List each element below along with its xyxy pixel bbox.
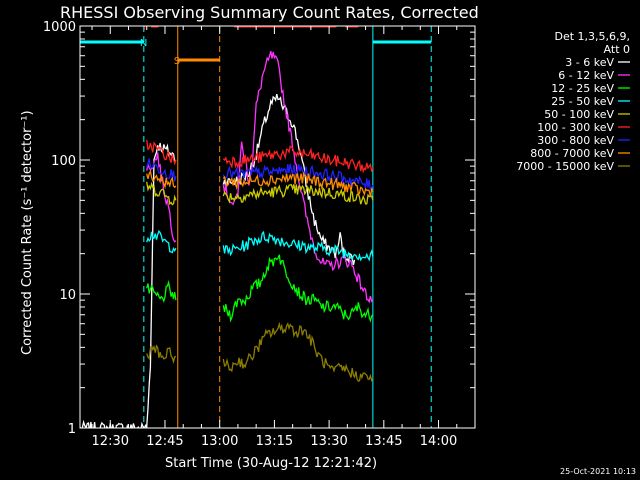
x-tick-label-5: 13:45: [365, 434, 402, 449]
x-tick-label-3: 13:15: [256, 434, 293, 449]
series-line-8-seg-1: [222, 321, 374, 383]
flag-label-2: S: [174, 56, 180, 67]
series-line-7-seg-0: [146, 169, 177, 190]
y-tick-label-3: 1000: [43, 20, 76, 35]
flag-label-0: F: [143, 22, 149, 33]
series-line-3-seg-1: [222, 230, 374, 262]
series-line-5-seg-0: [146, 139, 177, 166]
legend-entry-6: 300 - 800 keV: [537, 134, 614, 147]
plot-frame: [79, 25, 476, 429]
y-tick-label-2: 100: [51, 154, 76, 169]
legend-entry-8: 7000 - 15000 keV: [516, 160, 614, 173]
x-tick-label-1: 12:45: [146, 434, 183, 449]
series-line-2-seg-1: [222, 254, 374, 323]
y-tick-label-1: 10: [59, 288, 76, 303]
series-line-8-seg-0: [146, 344, 176, 365]
y-tick-label-0: 1: [68, 422, 76, 437]
legend-title-0: Det 1,3,5,6,9,: [554, 30, 630, 43]
x-axis-label: Start Time (30-Aug-12 12:21:42): [165, 456, 377, 471]
series-line-6-seg-1: [222, 163, 374, 192]
series-line-4-seg-0: [146, 181, 177, 206]
x-tick-label-0: 12:30: [92, 434, 129, 449]
series-line-6-seg-0: [146, 158, 177, 182]
series-line-0-seg-1: [222, 93, 356, 266]
legend-entry-3: 25 - 50 keV: [551, 95, 614, 108]
series-line-7-seg-1: [222, 171, 374, 198]
legend-entry-1: 6 - 12 keV: [558, 69, 614, 82]
x-tick-label-4: 13:30: [310, 434, 347, 449]
series-line-4-seg-1: [222, 184, 374, 205]
legend-entry-5: 100 - 300 keV: [537, 121, 614, 134]
series-line-3-seg-0: [146, 229, 177, 254]
timestamp: 25-Oct-2021 10:13: [560, 467, 636, 476]
x-tick-label-2: 13:00: [201, 434, 238, 449]
series-line-2-seg-0: [146, 280, 177, 303]
series-line-5-seg-1: [222, 145, 374, 174]
series-line-1-seg-0: [146, 152, 177, 243]
axes: 12:30 12:45 13:00 13:15 13:30 13:45 14:00 1 10 10…: [43, 20, 476, 449]
chart-title: RHESSI Observing Summary Count Rates, Co…: [60, 3, 479, 22]
legend-title-1: Att 0: [604, 43, 630, 56]
y-axis-label: Corrected Count Rate (s⁻¹ detector⁻¹): [20, 110, 35, 355]
plot-area: FNS: [80, 22, 432, 428]
legend-entry-7: 800 - 7000 keV: [530, 147, 614, 160]
legend-entry-4: 50 - 100 keV: [544, 108, 614, 121]
legend-entry-2: 12 - 25 keV: [551, 82, 614, 95]
legend-entry-0: 3 - 6 keV: [565, 56, 614, 69]
series-line-0-seg-0: [80, 142, 177, 428]
x-tick-label-6: 14:00: [420, 434, 457, 449]
